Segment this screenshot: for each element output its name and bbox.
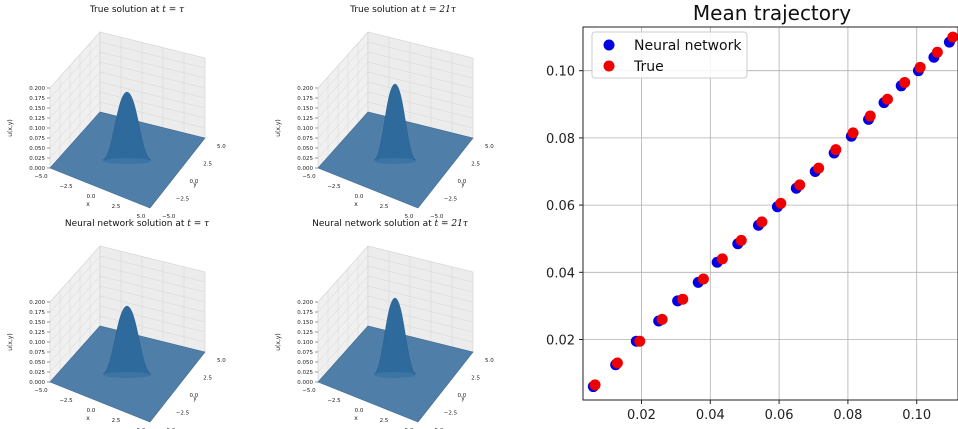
point-true: [697, 273, 709, 285]
legend-box: [591, 31, 748, 79]
point-true: [864, 110, 876, 122]
x-tick-label: 0.10: [902, 408, 931, 423]
point-true: [589, 379, 601, 391]
point-true: [634, 335, 646, 347]
legend-label-true: True: [633, 59, 664, 75]
legend-label-neural-network: Neural network: [634, 38, 742, 54]
point-true: [899, 76, 911, 88]
point-true: [931, 46, 943, 58]
y-tick-label: 0.02: [546, 334, 575, 349]
point-true: [677, 293, 689, 305]
surface-title-1: True solution at t = τ: [89, 5, 185, 15]
surface-title-3: Neural network solution at t = τ: [64, 219, 210, 229]
x-tick-label: 0.06: [765, 408, 794, 423]
scatter-axes-frame: [582, 26, 958, 401]
y-tick-label: 0.08: [546, 132, 575, 147]
point-true: [794, 179, 806, 191]
legend-marker-neural-network: [603, 39, 615, 51]
point-true: [947, 31, 958, 43]
legend-marker-true: [603, 60, 615, 72]
surface-title-2: True solution at t = 21τ: [350, 5, 456, 15]
y-tick-label: 0.10: [546, 65, 575, 80]
x-tick-label: 0.08: [833, 408, 862, 423]
scatter-points: [587, 31, 958, 393]
scatter-title: Mean trajectory: [693, 1, 851, 25]
surface-title-4: Neural network solution at t = 21τ: [312, 219, 468, 229]
point-true: [914, 61, 926, 73]
point-true: [847, 127, 859, 139]
x-tick-label: 0.04: [696, 408, 725, 423]
y-tick-label: 0.04: [546, 266, 575, 281]
point-true: [735, 234, 747, 246]
point-true: [756, 216, 768, 228]
scatter-ticks: 0.02 0.04 0.06 0.08 0.10 0.02 0.04 0.06 0.08 0.10: [546, 65, 931, 423]
point-true: [813, 162, 825, 174]
point-true: [716, 253, 728, 265]
point-true: [830, 144, 842, 156]
legend: Neural network True: [591, 31, 748, 79]
y-tick-label: 0.06: [546, 199, 575, 214]
point-true: [775, 197, 787, 209]
point-true: [881, 93, 893, 105]
x-tick-label: 0.02: [627, 408, 656, 423]
point-true: [611, 357, 623, 369]
point-true: [656, 313, 668, 325]
